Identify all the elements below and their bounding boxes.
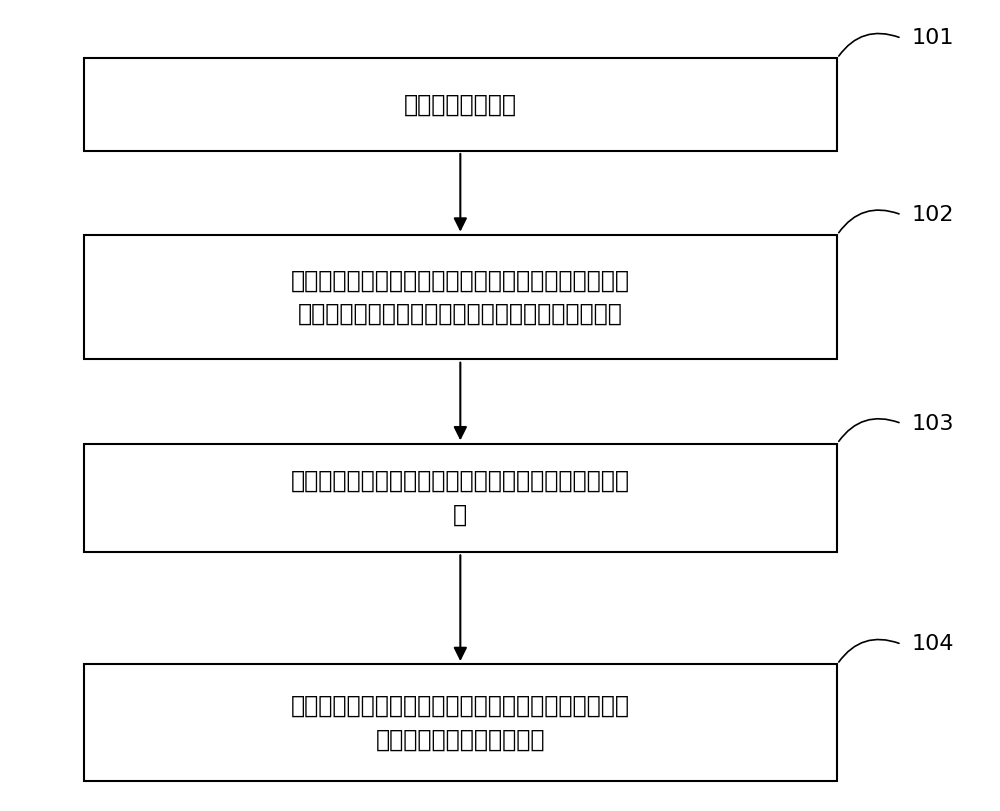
Text: 从所述目标资源文件中读取所述目标资源对象的绝对地: 从所述目标资源文件中读取所述目标资源对象的绝对地 (291, 469, 630, 493)
Text: 述目标资源对象对应的操作: 述目标资源对象对应的操作 (376, 727, 545, 752)
Text: 101: 101 (912, 28, 954, 49)
Text: 103: 103 (912, 414, 954, 434)
FancyBboxPatch shape (84, 664, 837, 781)
FancyBboxPatch shape (84, 235, 837, 359)
FancyBboxPatch shape (84, 444, 837, 552)
Text: 控制所述单片机程序跳转至所述绝对地址，并执行与所: 控制所述单片机程序跳转至所述绝对地址，并执行与所 (291, 693, 630, 718)
Text: 102: 102 (912, 205, 954, 225)
Text: 将所述目标资源对象整理生成目标资源文件，其中，所: 将所述目标资源对象整理生成目标资源文件，其中，所 (291, 268, 630, 292)
Text: 址: 址 (453, 503, 467, 526)
Text: 获取目标资源对象: 获取目标资源对象 (404, 92, 517, 117)
Text: 述目标资源文件中包括所述目标资源对象的绝对地址: 述目标资源文件中包括所述目标资源对象的绝对地址 (298, 302, 623, 326)
Text: 104: 104 (912, 634, 954, 654)
FancyBboxPatch shape (84, 58, 837, 151)
